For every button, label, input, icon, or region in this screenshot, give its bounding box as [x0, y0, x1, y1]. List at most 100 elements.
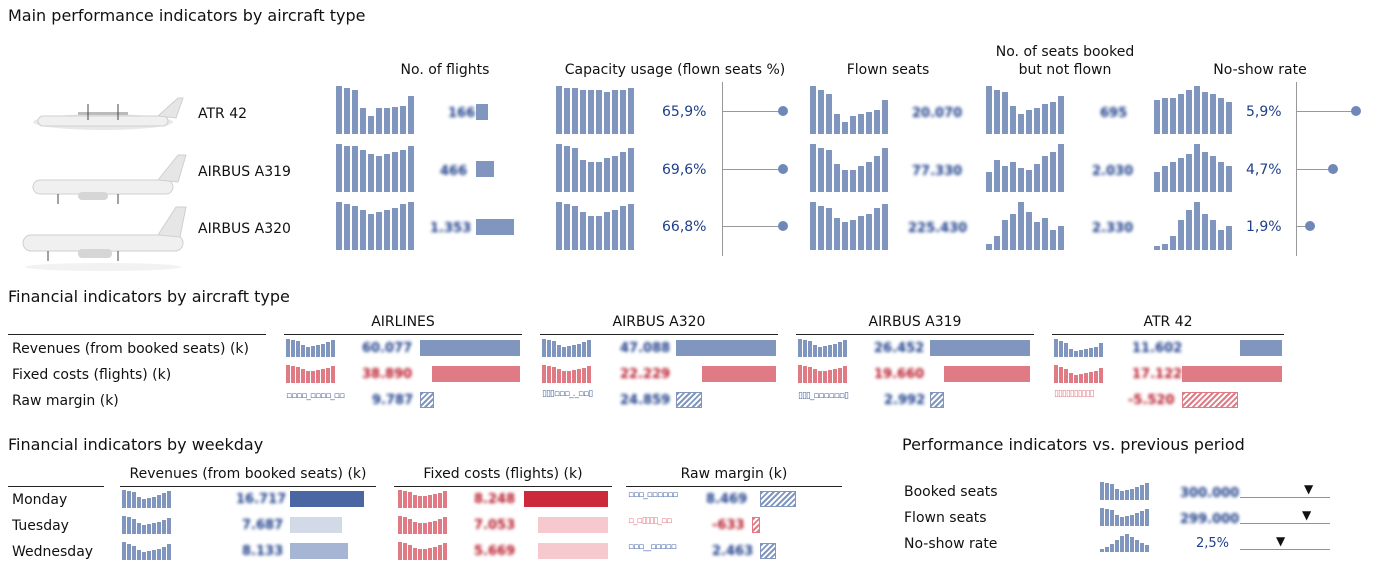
- noshow-lollipop-line: [1296, 111, 1356, 112]
- fin-sparkline-revenue: [798, 339, 847, 357]
- fin-group-rule: [284, 334, 522, 335]
- capacity-value: 65,9%: [662, 104, 707, 120]
- a319-image: [18, 150, 188, 210]
- weekday-sparkline-costs: [398, 542, 447, 560]
- fin-value-blurred: 24.859: [620, 393, 671, 408]
- perf-prev-sparkline: [1100, 534, 1149, 552]
- sparkline-noshow-atr42: [1154, 84, 1232, 134]
- weekday-value-blurred: 8.469: [706, 492, 748, 507]
- fin-value-blurred: 17.122: [1132, 367, 1183, 382]
- weekday-value-blurred: 16.717: [236, 492, 287, 507]
- fin-value-blurred: 22.229: [620, 367, 671, 382]
- flights-bar-a319: [476, 161, 494, 177]
- weekday-bar-revenue: [290, 491, 364, 507]
- header-flown: Flown seats: [846, 62, 930, 78]
- fin-bar-revenue: [676, 340, 776, 356]
- weekday-sparkline-margin: ▫▫▫_▫▫▫▫▫▫: [628, 490, 678, 500]
- perf-prev-axis: [1240, 549, 1330, 550]
- noshow-lollipop-line: [1296, 226, 1310, 227]
- perf-prev-marker-icon: ▼: [1302, 508, 1312, 522]
- sparkline-noshow-a320: [1154, 200, 1232, 250]
- financial-type-section-title: Financial indicators by aircraft type: [8, 287, 290, 306]
- header-booked-line1: No. of seats booked: [995, 44, 1135, 60]
- noshow-value: 4,7%: [1246, 162, 1282, 178]
- flown-value-blurred: 77.330: [912, 164, 963, 179]
- sparkline-noshow-a319: [1154, 142, 1232, 192]
- weekday-bar-costs: [538, 517, 608, 533]
- perf-prev-sparkline: [1100, 508, 1149, 526]
- sparkline-capacity-a320: [556, 200, 634, 250]
- weekday-value-blurred: 7.053: [474, 518, 516, 533]
- weekday-header-margin: Raw margin (k): [680, 466, 788, 482]
- capacity-lollipop-line: [722, 169, 784, 170]
- capacity-lollipop-dot: [778, 106, 788, 116]
- weekday-bar-revenue: [290, 517, 342, 533]
- weekday-value-blurred: 2.463: [712, 544, 754, 559]
- fin-value-blurred: 47.088: [620, 341, 671, 356]
- fin-value-blurred: -5.520: [1128, 393, 1175, 408]
- weekday-bar-margin: [752, 517, 760, 533]
- aircraft-label: AIRBUS A320: [198, 221, 291, 237]
- fin-group-header: AIRBUS A320: [612, 314, 706, 330]
- a320-image: [18, 205, 188, 275]
- fin-sparkline-revenue: [286, 339, 335, 357]
- perf-prev-value-blurred: 300.000: [1180, 486, 1240, 501]
- header-flights: No. of flights: [400, 62, 490, 78]
- perf-prev-label: Booked seats: [904, 484, 998, 500]
- fin-group-header: AIRBUS A319: [868, 314, 962, 330]
- weekday-bar-costs: [524, 491, 608, 507]
- header-booked-line2: but not flown: [1018, 62, 1112, 78]
- fin-bar-revenue: [420, 340, 520, 356]
- noshow-lollipop-dot: [1305, 221, 1315, 231]
- weekday-value-blurred: 5.669: [474, 544, 516, 559]
- fin-row-label: Fixed costs (flights) (k): [12, 367, 172, 383]
- weekday-sparkline-costs: [398, 516, 447, 534]
- fin-bar-revenue: [930, 340, 1030, 356]
- fin-value-blurred: 26.452: [874, 341, 925, 356]
- fin-bar-costs: [1182, 366, 1282, 382]
- perf-prev-marker-icon: ▼: [1276, 534, 1286, 548]
- weekday-bar-revenue: [290, 543, 348, 559]
- booked-value-blurred: 2.330: [1092, 221, 1134, 236]
- capacity-lollipop-dot: [778, 221, 788, 231]
- sparkline-flown-atr42: [810, 84, 888, 134]
- perf-prev-label: No-show rate: [904, 536, 998, 552]
- fin-bar-margin: [676, 392, 702, 408]
- noshow-lollipop-dot: [1351, 106, 1361, 116]
- weekday-header-revenues: Revenues (from booked seats) (k): [129, 466, 367, 482]
- weekday-sparkline-revenue: [122, 542, 171, 560]
- sparkline-capacity-atr42: [556, 84, 634, 134]
- fin-sparkline-costs: [542, 365, 591, 383]
- booked-value-blurred: 695: [1100, 106, 1128, 121]
- aircraft-label: ATR 42: [198, 106, 248, 122]
- perf-prev-label: Flown seats: [904, 510, 987, 526]
- weekday-label: Monday: [12, 492, 68, 508]
- fin-bar-margin: [420, 392, 434, 408]
- fin-sparkline-revenue: [1054, 339, 1103, 357]
- fin-bar-costs: [944, 366, 1030, 382]
- flights-value-blurred: 166: [448, 106, 476, 121]
- sparkline-capacity-a319: [556, 142, 634, 192]
- perf-prev-axis: [1240, 497, 1330, 498]
- weekday-value-blurred: 7.687: [242, 518, 284, 533]
- weekday-header-rule: [394, 486, 612, 487]
- main-section-title: Main performance indicators by aircraft …: [8, 6, 366, 25]
- noshow-lollipop-dot: [1328, 164, 1338, 174]
- fin-value-blurred: 11.602: [1132, 341, 1183, 356]
- capacity-lollipop-line: [722, 111, 784, 112]
- flown-value-blurred: 20.070: [912, 106, 963, 121]
- weekday-value-blurred: 8.248: [474, 492, 516, 507]
- weekday-label: Wednesday: [12, 544, 94, 560]
- fin-sparkline-margin: ▯▯▯_▫▫▫▫▫▫▯: [798, 391, 849, 401]
- noshow-value: 1,9%: [1246, 219, 1282, 235]
- sparkline-booked-atr42: [986, 84, 1064, 134]
- weekday-sparkline-revenue: [122, 516, 171, 534]
- weekday-label-rule: [8, 486, 104, 487]
- flights-bar-atr42: [476, 104, 488, 120]
- weekday-label: Tuesday: [12, 518, 69, 534]
- perf-prev-section-title: Performance indicators vs. previous peri…: [902, 435, 1245, 454]
- flights-bar-a320: [476, 219, 514, 235]
- sparkline-flights-a320: [336, 200, 414, 250]
- fin-value-blurred: 38.890: [362, 367, 413, 382]
- fin-sparkline-margin: ▫▫▫▫_▫▫▫▫_▫▫: [286, 391, 345, 401]
